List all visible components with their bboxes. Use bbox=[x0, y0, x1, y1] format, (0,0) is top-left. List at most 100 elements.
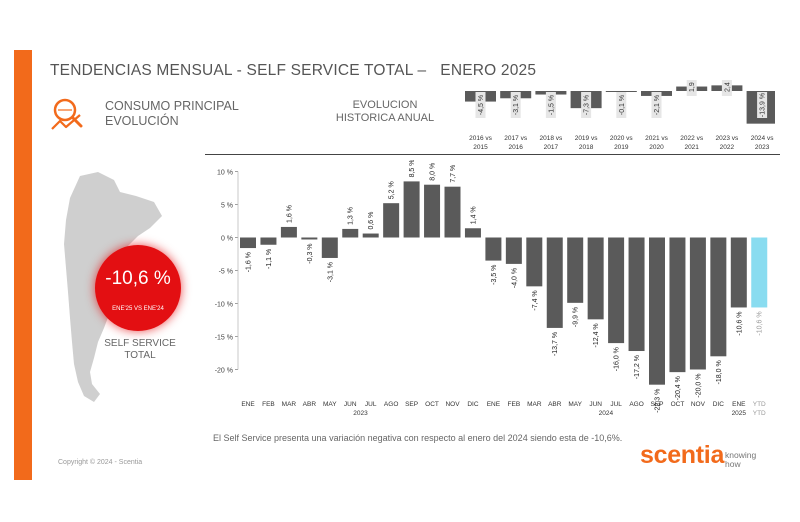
annual-value-label: 2,4 % bbox=[724, 80, 731, 92]
annual-category-line2: 2015 bbox=[473, 144, 488, 151]
month-label: DIC bbox=[713, 401, 725, 408]
annual-category-line1: 2023 vs bbox=[716, 135, 740, 142]
annual-bar bbox=[605, 91, 637, 92]
month-label: MAR bbox=[282, 401, 297, 408]
footnote: El Self Service presenta una variación n… bbox=[213, 433, 623, 443]
month-label: AGO bbox=[629, 401, 643, 408]
month-label: JUL bbox=[610, 401, 622, 408]
bar-value-label: -3,5 % bbox=[491, 265, 498, 285]
month-bar bbox=[444, 186, 461, 238]
y-tick-label: 0 % bbox=[221, 236, 233, 243]
month-bar bbox=[301, 237, 318, 240]
page-title: TENDENCIAS MENSUAL - SELF SERVICE TOTAL … bbox=[50, 62, 536, 80]
bar-value-label: -12,4 % bbox=[593, 323, 600, 347]
month-label: ENE bbox=[732, 401, 746, 408]
tagline-line1: knowing bbox=[725, 450, 757, 460]
y-tick-label: 5 % bbox=[221, 203, 233, 210]
month-label: JUN bbox=[344, 401, 357, 408]
month-bar bbox=[567, 237, 584, 303]
annual-category-line2: 2022 bbox=[720, 144, 735, 151]
self-service-line2: TOTAL bbox=[124, 350, 156, 361]
annual-label-bg bbox=[581, 92, 592, 118]
month-bar bbox=[362, 233, 379, 238]
y-tick-label: -20 % bbox=[215, 368, 233, 375]
month-label: JUN bbox=[589, 401, 602, 408]
annual-category-line2: 2017 bbox=[544, 144, 559, 151]
bar-value-label: 5,2 % bbox=[389, 181, 396, 199]
y-tick-label: -5 % bbox=[219, 269, 233, 276]
annual-history-chart: -4,5 % 2016 vs 2015 -3,1 % 2017 vs 2016 -1,5 %… bbox=[465, 80, 775, 151]
month-bar bbox=[710, 237, 727, 357]
month-bar bbox=[485, 237, 502, 261]
annual-category-line1: 2021 vs bbox=[645, 135, 669, 142]
annual-category-line2: 2021 bbox=[684, 144, 699, 151]
annual-category-line2: 2019 bbox=[614, 144, 629, 151]
annual-label-bg bbox=[616, 92, 627, 118]
bar-value-label: -13,7 % bbox=[552, 332, 559, 356]
bar-value-label: -0,3 % bbox=[307, 243, 314, 263]
month-bar bbox=[260, 237, 277, 245]
annual-value-label: -1,5 % bbox=[548, 95, 555, 115]
month-bar bbox=[464, 228, 481, 238]
bar-value-label: -7,4 % bbox=[532, 290, 539, 310]
annual-category-line1: 2022 vs bbox=[680, 135, 704, 142]
annual-category-line1: 2024 vs bbox=[751, 135, 775, 142]
month-bar bbox=[608, 237, 625, 344]
month-bar bbox=[383, 203, 400, 238]
tagline-line2: how bbox=[725, 458, 741, 469]
bar-value-label: -3,1 % bbox=[327, 262, 334, 282]
annual-category-line2: 2023 bbox=[755, 144, 770, 151]
bar-value-label: -10,6 % bbox=[757, 311, 764, 335]
historic-line2: HISTORICA ANUAL bbox=[335, 112, 435, 124]
y-tick-label: -15 % bbox=[215, 335, 233, 342]
month-bar bbox=[342, 228, 359, 238]
month-bar bbox=[505, 237, 522, 264]
month-bar bbox=[403, 181, 420, 238]
annual-value-label: -4,5 % bbox=[478, 95, 485, 115]
month-label: ENE bbox=[241, 401, 255, 408]
brand-logo: scentia bbox=[640, 441, 725, 469]
bar-value-label: -1,6 % bbox=[246, 252, 253, 272]
month-label: SEP bbox=[650, 401, 663, 408]
month-label: MAY bbox=[323, 401, 337, 408]
annual-value-label: -2,1 % bbox=[654, 95, 661, 115]
magnifier-trend-icon bbox=[51, 98, 83, 130]
bar-value-label: -1,1 % bbox=[266, 249, 273, 269]
month-bar bbox=[424, 184, 441, 238]
year-label: 2023 bbox=[353, 410, 368, 417]
ytd-bar bbox=[751, 237, 768, 308]
month-label: OCT bbox=[425, 401, 439, 408]
month-label: MAY bbox=[568, 401, 582, 408]
bar-value-label: 1,3 % bbox=[348, 207, 355, 225]
month-bar bbox=[649, 237, 665, 385]
bar-value-label: -4,0 % bbox=[511, 268, 518, 288]
annual-value-label: -7,3 % bbox=[584, 95, 591, 115]
title-text: TENDENCIAS MENSUAL - SELF SERVICE TOTAL … bbox=[50, 62, 427, 79]
self-service-line1: SELF SERVICE bbox=[104, 338, 176, 349]
bar-value-label: -20,4 % bbox=[675, 376, 682, 400]
month-label: FEB bbox=[262, 401, 275, 408]
month-bar bbox=[546, 237, 563, 328]
accent-bar bbox=[14, 50, 32, 480]
bar-value-label: -16,0 % bbox=[614, 347, 621, 371]
self-service-label: SELF SERVICE TOTAL bbox=[100, 338, 180, 362]
annual-category-line1: 2019 vs bbox=[575, 135, 599, 142]
month-label: NOV bbox=[445, 401, 460, 408]
y-tick-label: -10 % bbox=[215, 302, 233, 309]
brand-tagline: knowing how bbox=[725, 451, 756, 468]
month-bar bbox=[730, 237, 747, 308]
annual-category-line2: 2016 bbox=[508, 144, 523, 151]
bar-value-label: -9,9 % bbox=[573, 307, 580, 327]
annual-label-bg bbox=[510, 92, 521, 118]
annual-value-label: -3,1 % bbox=[513, 95, 520, 115]
month-label: AGO bbox=[384, 401, 398, 408]
month-bar bbox=[628, 237, 645, 352]
month-label: ENE bbox=[487, 401, 501, 408]
bar-value-label: -20,0 % bbox=[695, 374, 702, 398]
year-label: 2025 bbox=[732, 410, 747, 417]
highlight-caption: ENE'25 VS ENE'24 bbox=[112, 306, 164, 312]
year-label: 2024 bbox=[599, 410, 614, 417]
month-bar bbox=[669, 237, 686, 373]
month-label: JUL bbox=[365, 401, 377, 408]
month-bar bbox=[240, 237, 256, 249]
